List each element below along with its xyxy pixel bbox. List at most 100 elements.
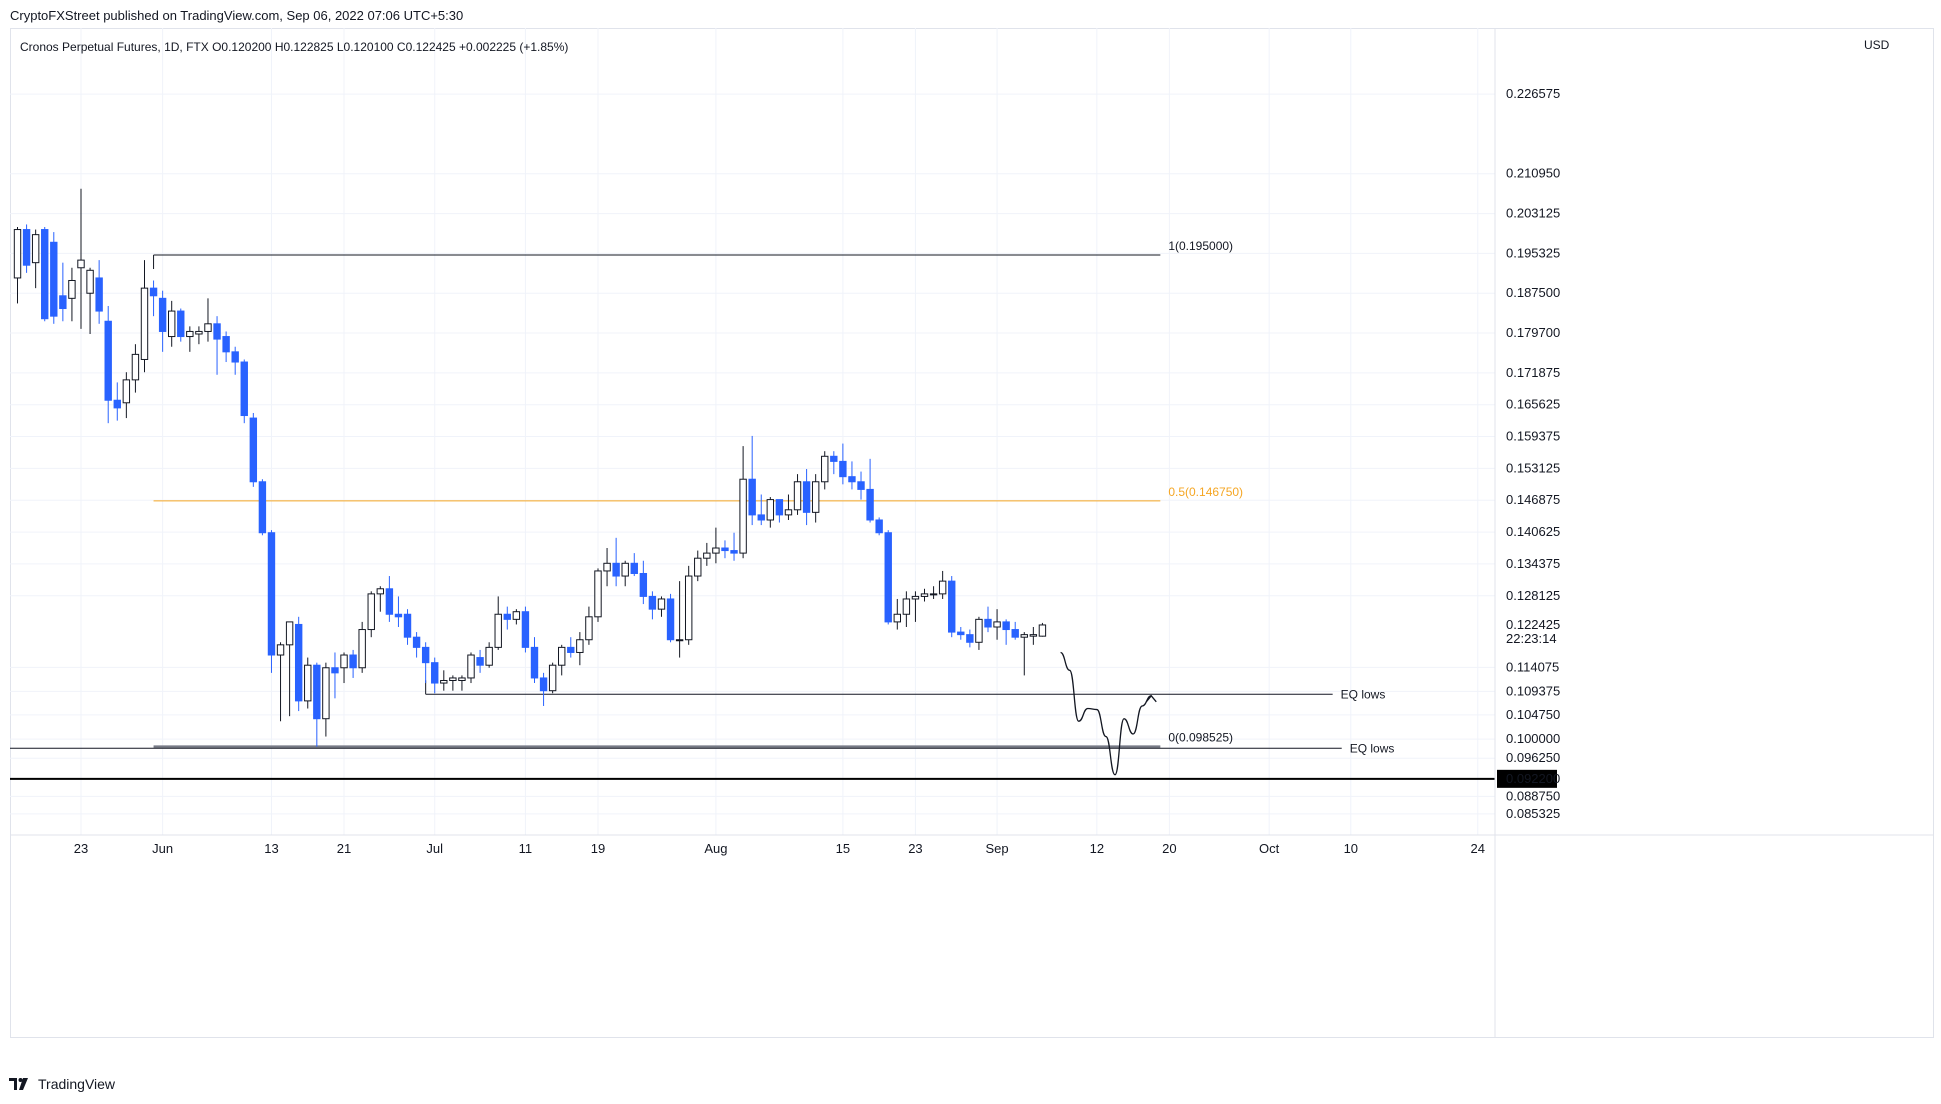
candle-body [621,562,629,577]
candle-body [548,664,557,692]
candle-body [893,613,901,623]
candle [494,596,502,650]
candle-body [730,550,738,554]
y-tick-label: 0.187500 [1506,285,1560,300]
candle [276,642,285,722]
candle [657,596,666,617]
x-tick-label: 13 [264,841,278,856]
x-tick-label: 23 [908,841,922,856]
x-tick-label: 24 [1471,841,1485,856]
x-tick-label: 10 [1344,841,1358,856]
candle-body [285,621,294,646]
y-tick-label: 0.146875 [1506,492,1560,507]
candle-body [793,481,802,511]
candle [603,548,611,587]
candle-body [993,621,1001,628]
candle [938,570,947,599]
candle [920,588,929,602]
candle-body [848,476,856,483]
candle-body [140,287,149,360]
candle [122,372,131,419]
candle-body [322,667,330,720]
footer-brand[interactable]: TradingView [8,1076,115,1092]
candle-body [1038,624,1047,637]
candle [957,626,965,640]
chart-frame [10,28,1934,1038]
x-tick-label: 12 [1090,841,1104,856]
candle-body [77,259,85,269]
candle [403,609,412,645]
y-tick-label: 0.085325 [1506,806,1560,821]
x-tick-label: 20 [1162,841,1176,856]
candle [793,474,802,515]
candle-body [222,336,230,353]
candle-body [122,379,131,404]
candle [412,632,421,658]
candle [77,188,85,329]
projection-arrowhead [1145,694,1157,703]
y-tick-label: 0.171875 [1506,365,1560,380]
candle-body [431,662,439,684]
symbol-info: Cronos Perpetual Futures, 1D, FTX O0.120… [20,40,568,54]
projection-drawing [1060,651,1157,776]
candle-body [666,598,675,641]
candle-body [68,279,76,299]
candle [13,226,22,304]
candle [739,446,747,559]
candle [140,260,149,373]
candle-body [902,598,911,615]
candle [1011,621,1019,640]
candle-body [948,580,956,633]
candle-body [739,478,747,554]
footer-brand-name: TradingView [38,1076,116,1092]
candle-body [195,330,203,335]
candle [1038,622,1047,637]
candle [558,644,566,676]
candle [240,359,248,424]
candle [104,305,112,424]
candle [394,596,403,627]
candle [993,609,1001,640]
candle [467,652,475,684]
candle [521,606,530,653]
candle [811,474,820,523]
candle [984,606,992,633]
y-tick-label: 0.153125 [1506,460,1560,475]
candle-body [712,547,720,554]
candle-body [766,499,775,521]
candle-body [684,575,693,641]
candle-body [558,646,566,666]
ohlc-values: O0.120200 H0.122825 L0.120100 C0.122425 … [212,40,569,54]
candle [703,542,711,566]
candle [866,458,874,523]
y-tick-label: 0.109375 [1506,683,1560,698]
candle [503,606,511,630]
candle-body [204,323,212,332]
candle [784,494,793,520]
candle [857,471,865,500]
candle-body [811,481,820,513]
candle-body [340,654,348,669]
candle-body [149,287,158,297]
candle-body [349,654,357,669]
last-price-label: 0.122425 [1506,617,1560,632]
y-tick-label: 0.104750 [1506,707,1560,722]
candle-body [177,310,185,338]
candle-body [394,613,403,618]
candle [594,568,602,622]
candle-body [267,532,276,656]
candle-body [657,598,666,610]
candle [476,649,484,673]
candle-body [866,488,874,521]
candle-body [975,618,983,643]
candle [267,530,276,673]
candle [884,530,892,625]
eq-lows-label: EQ lows [1341,687,1386,701]
candle [458,675,466,691]
candle-body [784,509,793,516]
candle [68,267,76,322]
candles [13,188,1047,747]
candle-body [485,646,493,666]
candle [712,527,720,564]
